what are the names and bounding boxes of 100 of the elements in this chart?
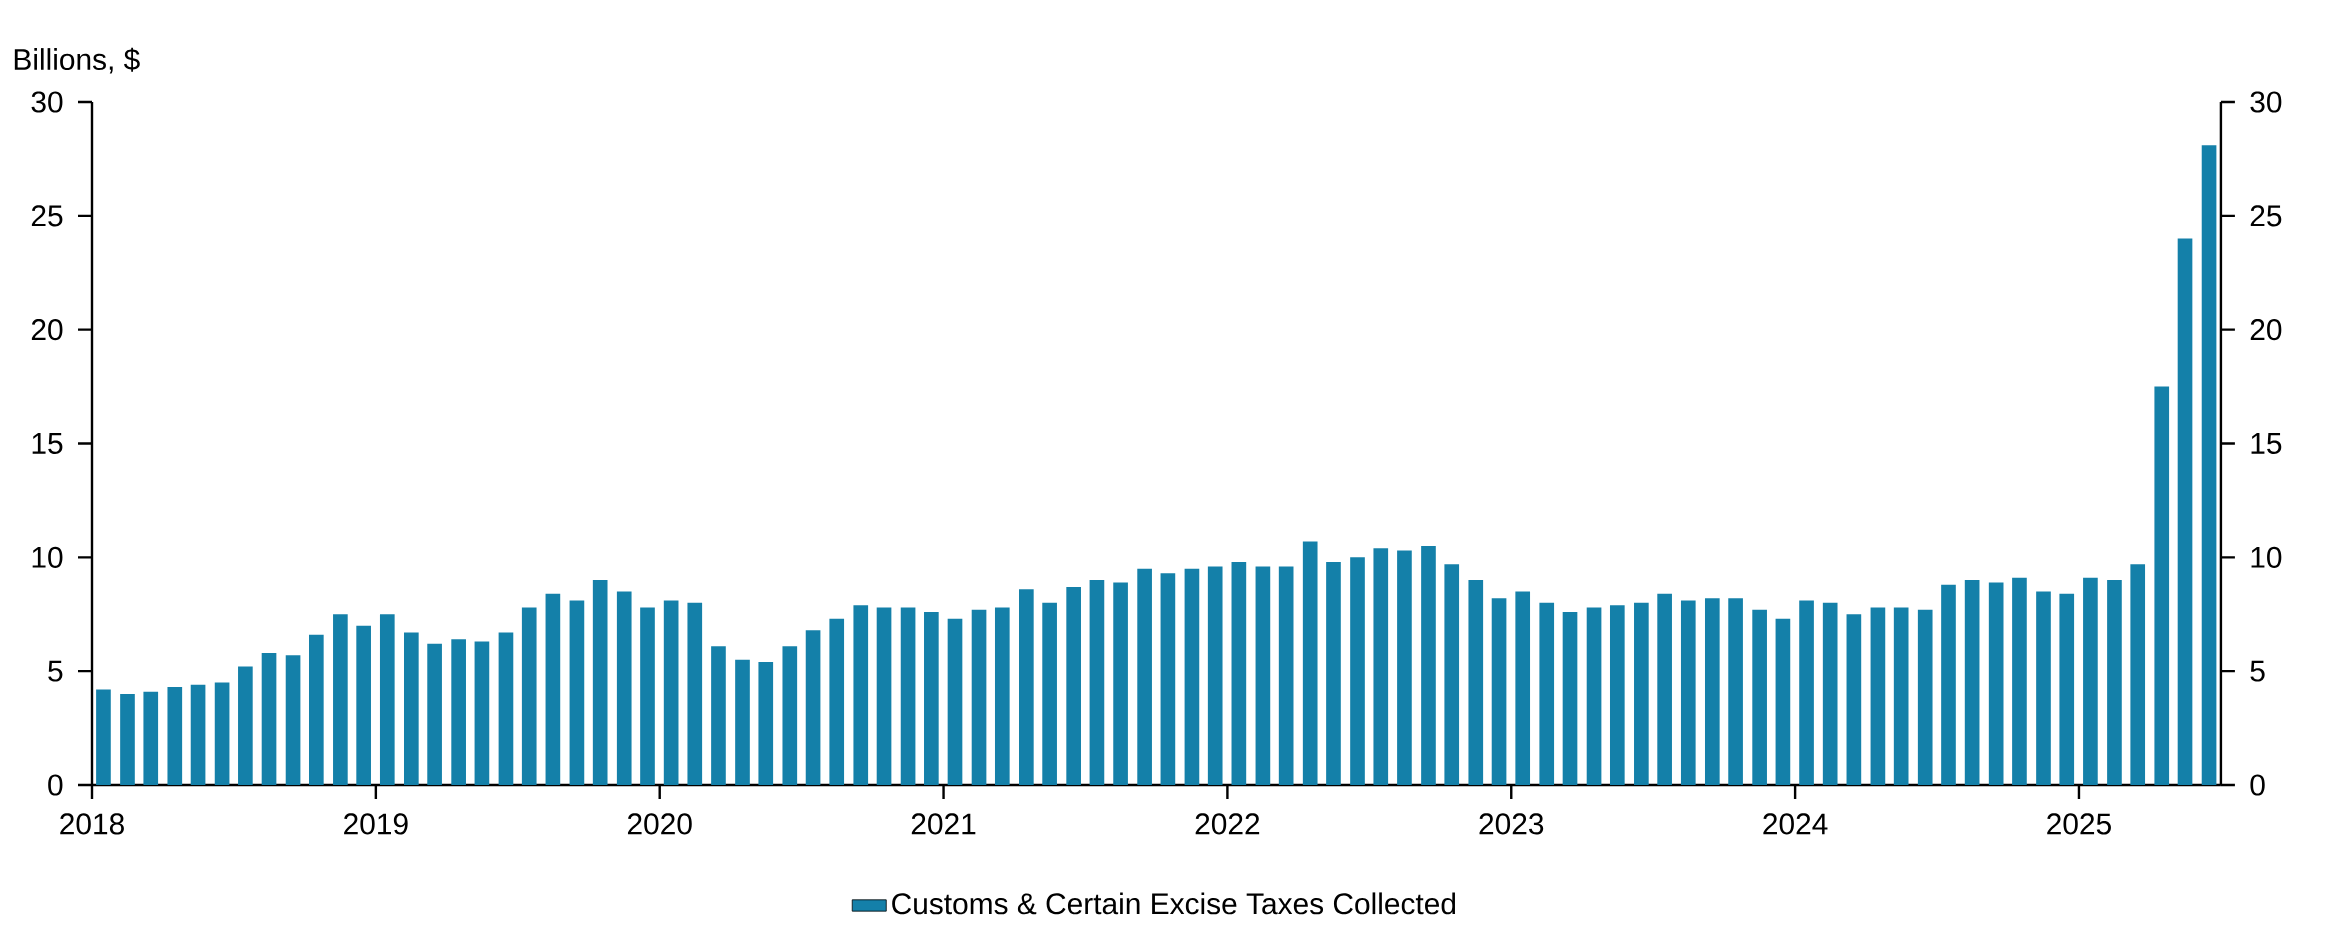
- bar: [616, 591, 632, 785]
- y-tick-label: 30: [2250, 91, 2282, 113]
- bar: [1586, 607, 1602, 785]
- x-tick-label: 2024: [1763, 813, 1828, 835]
- bar: [1917, 609, 1933, 785]
- bar: [711, 646, 726, 785]
- bar: [238, 666, 253, 785]
- y2-tick-label: 0: [48, 774, 63, 796]
- bar: [2201, 145, 2217, 785]
- bar: [1444, 564, 1460, 785]
- bar: [1680, 600, 1696, 785]
- x-tick-label: 2019: [344, 813, 408, 835]
- y-tick-label: 0: [2250, 774, 2265, 796]
- y2-tick-label: 15: [32, 433, 63, 454]
- bar: [167, 687, 183, 785]
- y2-tick-label: 5: [48, 660, 63, 682]
- bar: [1728, 598, 1743, 785]
- x-tick-label: 2018: [60, 813, 124, 835]
- bar: [120, 693, 135, 785]
- x-tick-label: 2025: [2047, 813, 2111, 835]
- bar: [805, 630, 821, 785]
- bar: [876, 607, 892, 785]
- y-tick-label: 25: [2250, 205, 2282, 227]
- bar: [569, 600, 585, 785]
- x-tick-label: 2022: [1195, 813, 1260, 835]
- bar: [356, 625, 371, 785]
- bar: [1515, 591, 1531, 785]
- bar: [1609, 605, 1625, 785]
- bar: [545, 593, 561, 785]
- x-tick-label: 2021: [911, 813, 976, 835]
- bar: [1255, 566, 1271, 785]
- bar: [474, 641, 490, 785]
- y-tick-label: 15: [2251, 433, 2282, 454]
- bar: [2059, 593, 2075, 785]
- bar: [947, 618, 963, 785]
- bar: [1207, 566, 1223, 785]
- bar: [971, 609, 987, 785]
- bar: [1350, 557, 1365, 785]
- bar: [900, 607, 916, 785]
- bar: [1657, 593, 1672, 785]
- bar: [1468, 580, 1484, 785]
- bar: [994, 607, 1010, 785]
- bar: [2154, 386, 2170, 785]
- bar: [1964, 580, 1980, 785]
- bar: [521, 607, 537, 785]
- bar: [1562, 611, 1578, 785]
- bar: [663, 600, 679, 785]
- bar: [1089, 580, 1105, 785]
- bar: [758, 662, 774, 785]
- y2-tick-label: 25: [31, 205, 63, 227]
- bar: [687, 602, 703, 785]
- bar: [427, 643, 442, 785]
- y-tick-label: 20: [2250, 319, 2282, 341]
- bar: [1137, 568, 1152, 785]
- bar: [592, 580, 608, 785]
- bar: [1373, 548, 1389, 785]
- bar: [1019, 589, 1034, 785]
- bar: [2012, 577, 2027, 785]
- bar: [735, 659, 750, 785]
- bar: [2036, 591, 2051, 785]
- bar: [782, 646, 798, 785]
- bar: [853, 605, 869, 785]
- bar: [261, 652, 277, 785]
- bar: [1326, 561, 1341, 785]
- bar: [2177, 238, 2193, 785]
- y-tick-label: 5: [2250, 660, 2265, 682]
- bar: [1042, 602, 1057, 785]
- bar: [96, 689, 111, 785]
- bar: [285, 655, 301, 785]
- bar: [333, 614, 348, 785]
- bar: [1302, 541, 1318, 785]
- bar: [451, 639, 466, 785]
- bar: [1231, 561, 1247, 785]
- bar: [1704, 598, 1720, 785]
- bar: [2107, 580, 2122, 785]
- bar: [1988, 582, 2004, 785]
- bar: [1941, 584, 1956, 785]
- bar: [309, 634, 324, 785]
- bar: [1066, 586, 1081, 785]
- bar: [214, 682, 230, 785]
- bar: [1846, 614, 1862, 785]
- y2-tick-label: 30: [31, 91, 63, 113]
- bar: [1160, 573, 1176, 785]
- legend-label: Customs & Certain Excise Taxes Collected: [892, 892, 1456, 915]
- bar: [1278, 566, 1294, 785]
- bar: [1491, 598, 1507, 785]
- bar: [640, 607, 655, 785]
- bar: [829, 618, 845, 785]
- bar: [1775, 618, 1791, 785]
- y-tick-label: 10: [2251, 546, 2282, 568]
- bar: [1822, 602, 1838, 785]
- bar: [1421, 545, 1436, 785]
- x-tick-label: 2020: [627, 813, 692, 835]
- bar: [1870, 607, 1886, 785]
- bar: [143, 691, 159, 785]
- bar: [2083, 577, 2098, 785]
- bar: [1539, 602, 1555, 785]
- bar: [2130, 564, 2146, 785]
- y2-tick-label: 10: [32, 546, 63, 568]
- bar: [498, 632, 514, 785]
